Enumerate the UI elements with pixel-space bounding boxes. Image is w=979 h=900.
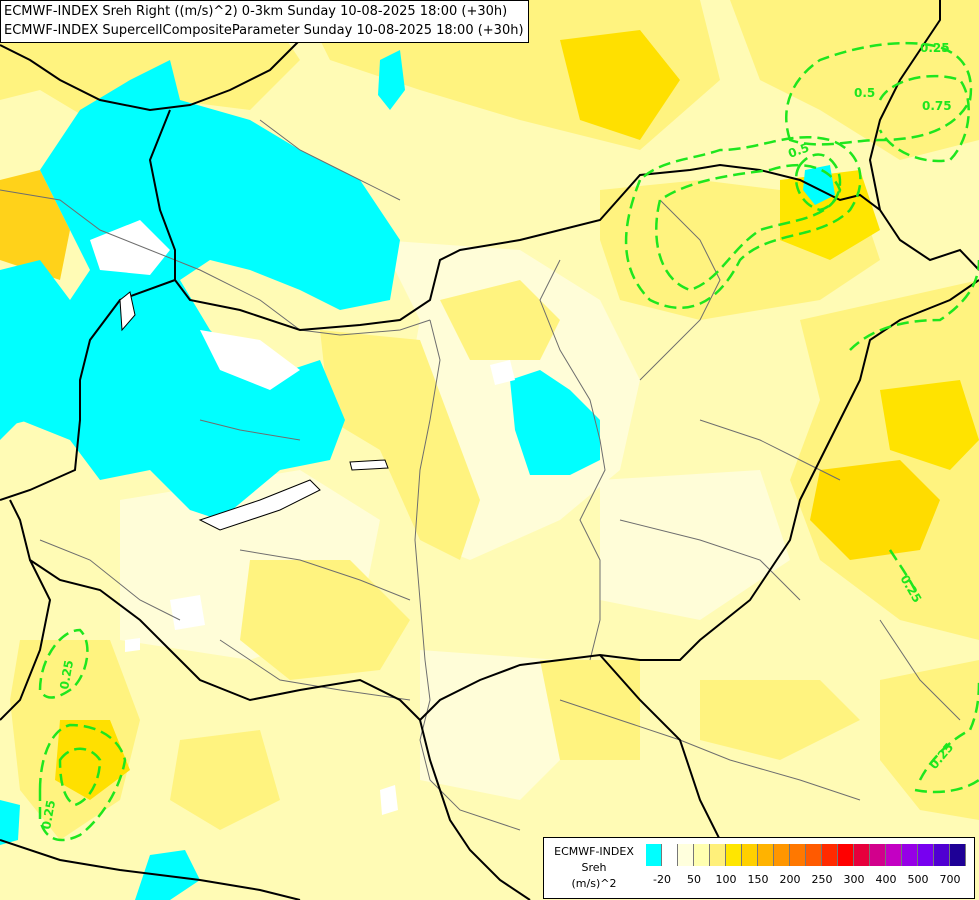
- legend-swatch: [790, 844, 806, 866]
- legend-swatch: [758, 844, 774, 866]
- legend-tick: 200: [779, 873, 801, 886]
- legend-tick: 150: [747, 873, 769, 886]
- legend-tick: 300: [843, 873, 865, 886]
- legend-swatch: [726, 844, 742, 866]
- color-legend: ECMWF-INDEX Sreh (m/s)^2 -20 50 100 150 200 2…: [543, 837, 975, 899]
- legend-swatch: [886, 844, 902, 866]
- legend-unit-label: (m/s)^2: [571, 877, 617, 890]
- legend-swatch: [838, 844, 854, 866]
- legend-title: ECMWF-INDEX Sreh (m/s)^2: [544, 844, 644, 892]
- legend-swatch: [934, 844, 950, 866]
- legend-parameter-label: Sreh: [581, 861, 607, 874]
- contour-label: 0.5: [786, 140, 811, 160]
- legend-tick: 500: [907, 873, 929, 886]
- lakes: [119, 291, 389, 531]
- map-title-box: ECMWF-INDEX Sreh Right ((m/s)^2) 0-3km S…: [0, 0, 529, 43]
- legend-swatch: [774, 844, 790, 866]
- contour-label: 0.25: [39, 799, 58, 831]
- legend-model-label: ECMWF-INDEX: [554, 845, 634, 858]
- legend-swatch: [870, 844, 886, 866]
- legend-color-bar: [646, 844, 966, 866]
- legend-swatch: [854, 844, 870, 866]
- contour-label: 0.25: [57, 659, 76, 691]
- contour-label: 0.25: [920, 41, 950, 55]
- legend-tick: 700: [939, 873, 961, 886]
- legend-swatch: [742, 844, 758, 866]
- legend-swatch: [902, 844, 918, 866]
- legend-tick: 400: [875, 873, 897, 886]
- legend-tick: -20: [653, 873, 671, 886]
- legend-swatch: [806, 844, 822, 866]
- legend-swatch: [646, 844, 662, 866]
- sreh-negative-fill: [0, 50, 835, 900]
- legend-tick: 50: [687, 873, 701, 886]
- legend-tick-labels: -20 50 100 150 200 250 300 400 500 700: [646, 873, 971, 889]
- map-title-sreh: ECMWF-INDEX Sreh Right ((m/s)^2) 0-3km S…: [4, 4, 508, 19]
- legend-swatch: [822, 844, 838, 866]
- contour-label: 0.75: [922, 99, 952, 113]
- legend-swatch: [678, 844, 694, 866]
- legend-swatch: [950, 844, 966, 866]
- contour-label: 0.5: [854, 86, 875, 100]
- legend-tick: 100: [715, 873, 737, 886]
- legend-swatch: [694, 844, 710, 866]
- legend-swatch: [662, 844, 678, 866]
- map-title-scp: ECMWF-INDEX SupercellCompositeParameter …: [4, 23, 524, 38]
- legend-swatch: [918, 844, 934, 866]
- legend-tick: 250: [811, 873, 833, 886]
- legend-swatch: [710, 844, 726, 866]
